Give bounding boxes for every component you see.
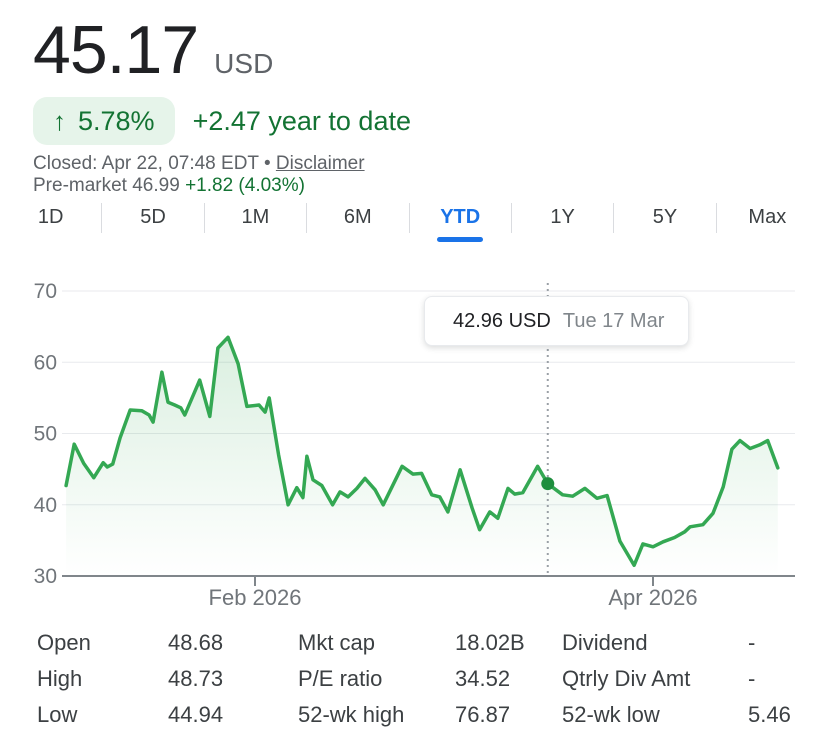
stat-value: 5.46 bbox=[748, 702, 791, 727]
stat-value: 76.87 bbox=[455, 702, 511, 727]
stat-label: P/E ratio bbox=[298, 666, 383, 691]
tab-5d[interactable]: 5D bbox=[101, 202, 203, 233]
y-axis-label: 60 bbox=[34, 351, 57, 374]
price-row: 45.17 USD bbox=[33, 16, 818, 84]
arrow-up-icon: ↑ bbox=[53, 105, 66, 136]
premarket-price-text: Pre-market 46.99 bbox=[33, 175, 186, 196]
change-percent-value: 5.78% bbox=[78, 105, 155, 136]
tab-ytd[interactable]: YTD bbox=[408, 202, 511, 242]
stat-value: 44.94 bbox=[168, 702, 224, 727]
stat-label: 52-wk low bbox=[562, 702, 660, 727]
x-axis-label: Feb 2026 bbox=[209, 585, 302, 610]
x-axis-label: Apr 2026 bbox=[608, 585, 697, 610]
tooltip-date: Tue 17 Mar bbox=[562, 309, 665, 332]
active-tab-indicator bbox=[437, 236, 484, 242]
disclaimer-link[interactable]: Disclaimer bbox=[275, 153, 365, 174]
stat-value: 48.68 bbox=[168, 630, 224, 655]
premarket-line: Pre-market 46.99 +1.82 (4.03%) bbox=[33, 175, 818, 196]
stat-label: Mkt cap bbox=[298, 630, 376, 655]
stat-label: Dividend bbox=[562, 630, 648, 655]
y-axis-label: 70 bbox=[34, 280, 57, 303]
change-row: ↑ 5.78% +2.47 year to date bbox=[33, 97, 818, 145]
price-chart: 70 60 50 40 30 Feb 2026 Apr 2026 42.96 USD Tue… bbox=[0, 239, 818, 621]
highlight-dot bbox=[541, 477, 555, 491]
stat-label: 52-wk high bbox=[298, 702, 405, 727]
key-stats-table: Open 48.68 Mkt cap 18.02B Dividend - Hig… bbox=[37, 625, 818, 733]
stat-value: - bbox=[748, 630, 756, 655]
premarket-change-text: +1.82 (4.03%) bbox=[185, 175, 305, 196]
stat-label: Low bbox=[37, 702, 78, 727]
y-axis-label: 40 bbox=[34, 494, 57, 517]
price-line bbox=[64, 335, 780, 568]
tab-1y[interactable]: 1Y bbox=[510, 202, 613, 233]
stat-label: Open bbox=[37, 630, 91, 655]
y-axis-label: 30 bbox=[34, 565, 57, 588]
tab-6m[interactable]: 6M bbox=[306, 202, 408, 233]
tab-1d[interactable]: 1D bbox=[37, 206, 64, 228]
stat-value: 18.02B bbox=[455, 630, 525, 655]
current-price: 45.17 bbox=[33, 12, 199, 88]
market-status-line: Closed: Apr 22, 07:48 EDT • Disclaimer bbox=[33, 153, 818, 174]
closed-status-text: Closed: Apr 22, 07:48 EDT • bbox=[33, 153, 276, 174]
stat-label: High bbox=[37, 666, 83, 691]
tab-5y[interactable]: 5Y bbox=[613, 202, 715, 233]
price-chart-svg[interactable]: 70 60 50 40 30 Feb 2026 Apr 2026 bbox=[0, 239, 818, 621]
stat-label: Qtrly Div Amt bbox=[562, 666, 691, 691]
time-range-tabs: 1D 5D 1M 6M YTD 1Y 5Y Max bbox=[0, 196, 818, 242]
change-absolute-label: +2.47 year to date bbox=[192, 105, 411, 136]
tab-1m[interactable]: 1M bbox=[203, 202, 306, 233]
stat-value: - bbox=[748, 666, 756, 691]
tooltip-price: 42.96 USD bbox=[453, 309, 551, 332]
change-percent-badge: ↑ 5.78% bbox=[33, 97, 175, 145]
stat-value: 34.52 bbox=[455, 666, 511, 691]
chart-tooltip: 42.96 USD Tue 17 Mar bbox=[424, 296, 690, 346]
y-axis-label: 50 bbox=[34, 423, 57, 446]
quote-header: 45.17 USD ↑ 5.78% +2.47 year to date Clo… bbox=[0, 0, 818, 196]
tab-ytd-label: YTD bbox=[440, 206, 481, 228]
tab-max[interactable]: Max bbox=[715, 202, 818, 233]
currency-label: USD bbox=[214, 48, 274, 79]
stat-value: 48.73 bbox=[168, 666, 224, 691]
